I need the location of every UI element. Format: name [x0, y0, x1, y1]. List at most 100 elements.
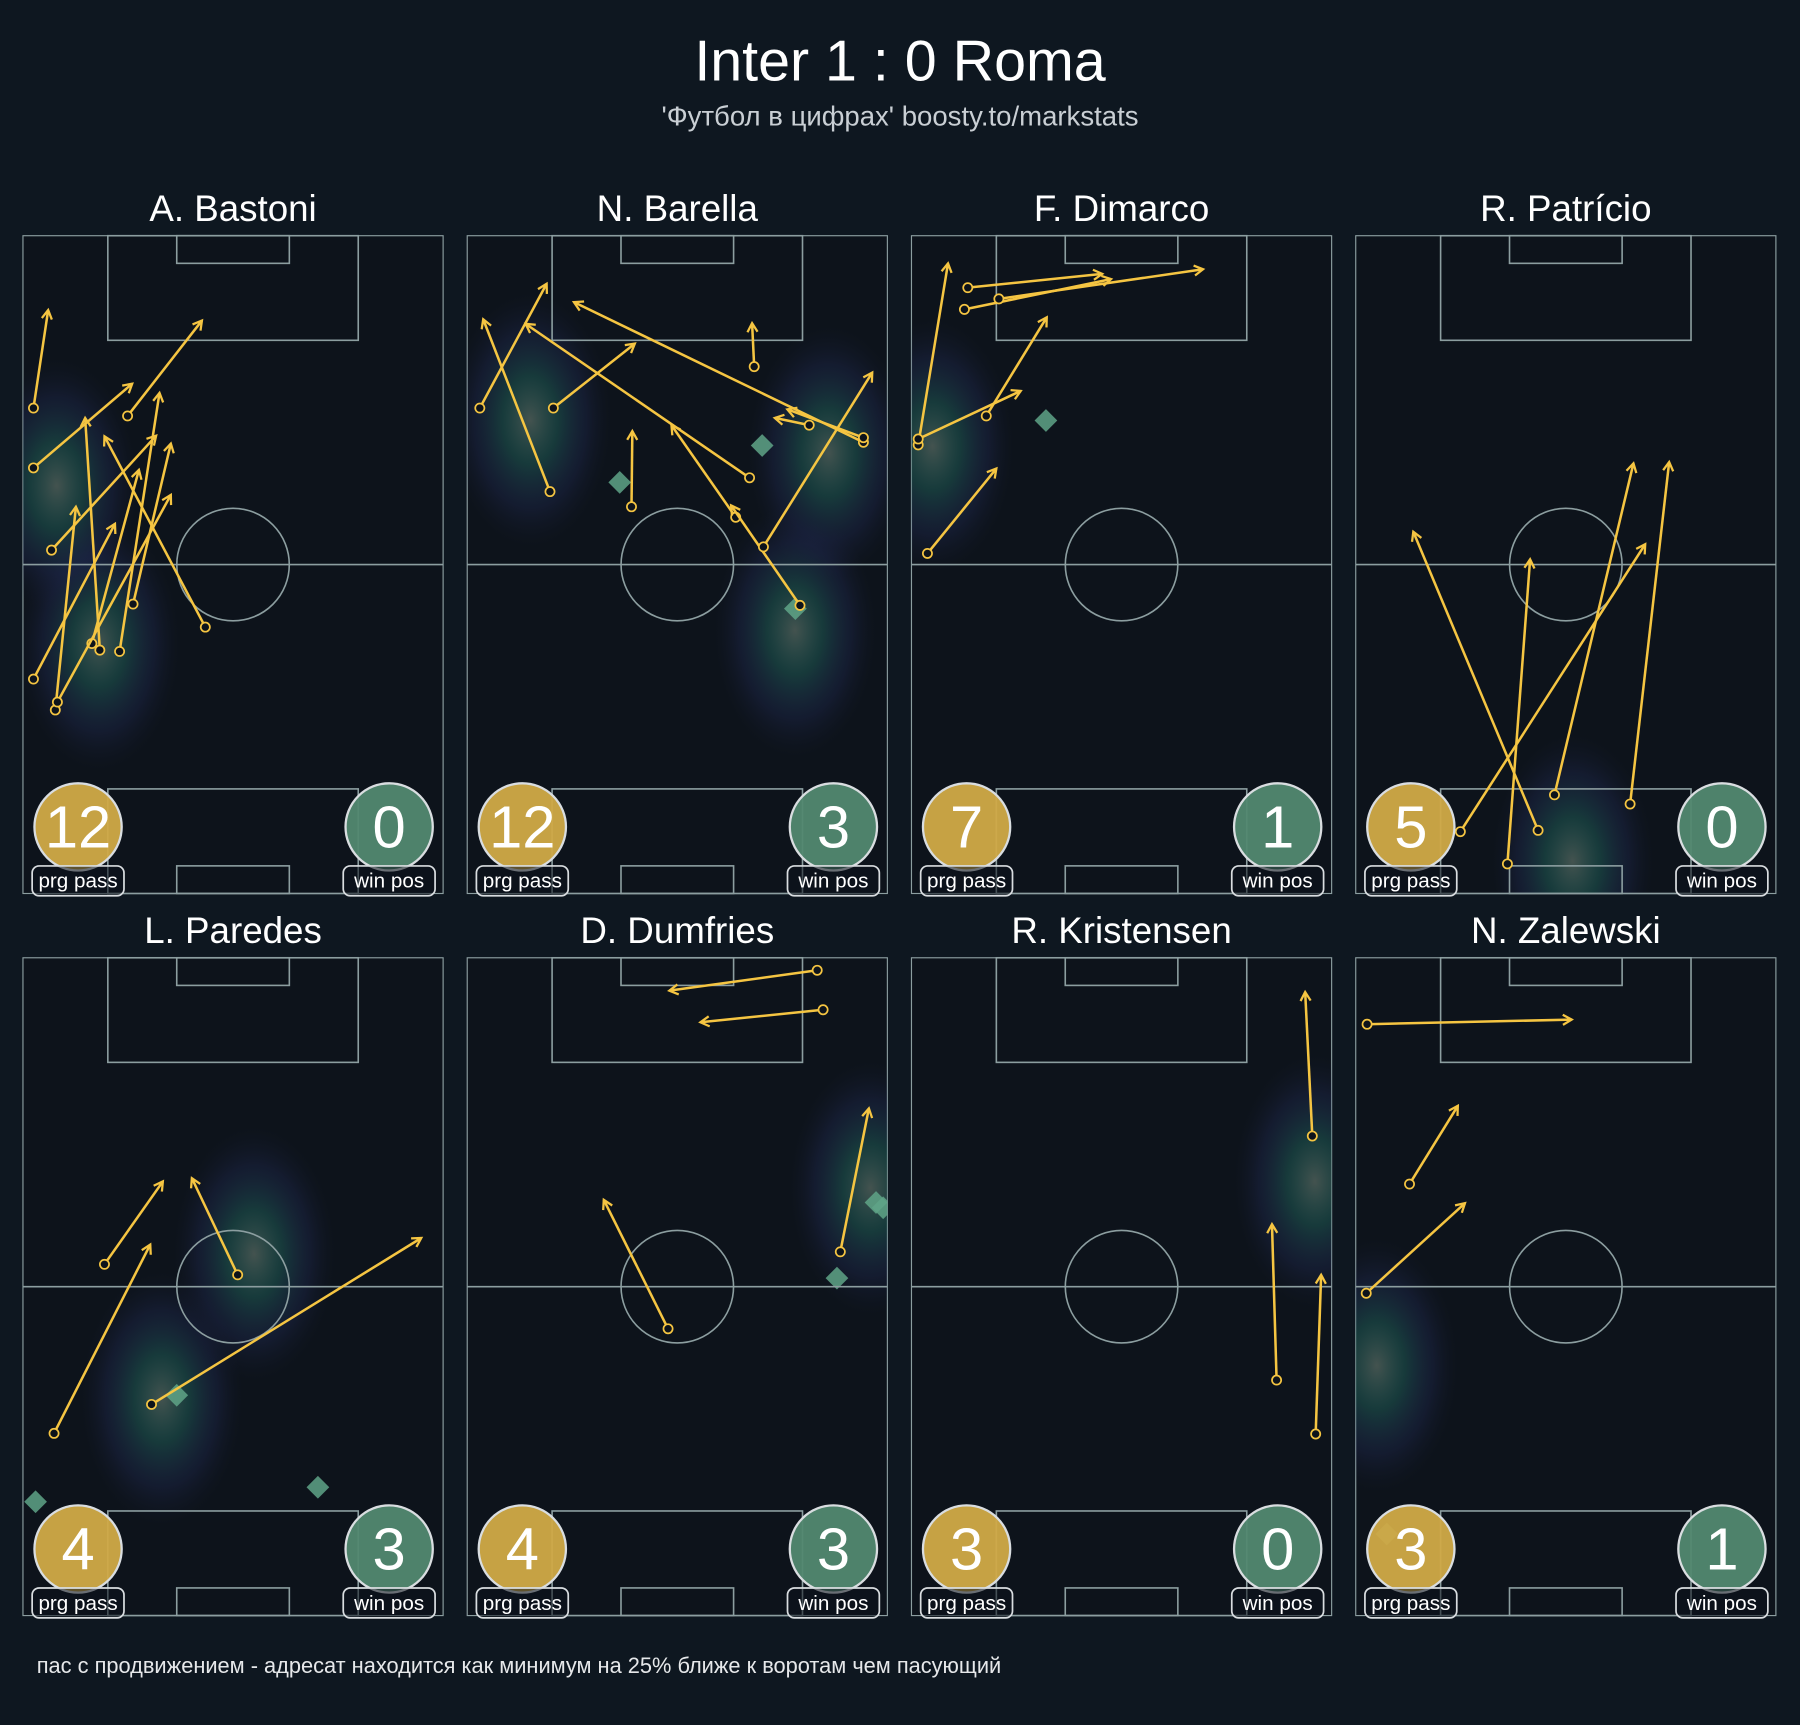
progressive-pass-arrow — [917, 388, 1023, 441]
win-pos-count: 0 — [1705, 794, 1738, 861]
pass-origin-marker — [232, 1269, 244, 1281]
prg-pass-badge: 4 prg pass — [31, 1504, 125, 1619]
progressive-pass-arrow — [926, 466, 998, 555]
pass-origin-marker — [28, 462, 39, 474]
pass-origin-marker — [1549, 789, 1560, 801]
pass-origin-marker — [51, 696, 63, 708]
progressive-pass-arrow — [762, 370, 874, 548]
center-circle — [175, 1229, 291, 1344]
player-panel: D. Dumfries 4 prg pass 3 win pos — [466, 910, 888, 1619]
badge-label-box — [1230, 865, 1325, 897]
prg-pass-badge: 3 prg pass — [919, 1504, 1014, 1619]
pass-origin-marker — [48, 1427, 60, 1439]
six-yard-box-top — [175, 234, 291, 265]
heat-zone — [1234, 1055, 1332, 1308]
progressive-pass-arrow — [480, 317, 552, 493]
six-yard-box-top — [620, 234, 735, 265]
progressive-pass-arrow — [1459, 542, 1647, 833]
progressive-pass-arrow — [839, 1106, 874, 1253]
pass-origin-marker — [1310, 1428, 1322, 1440]
progressive-pass-arrow — [52, 1242, 152, 1434]
pass-origin-marker — [1501, 858, 1513, 870]
progressive-pass-arrow — [1506, 557, 1536, 864]
player-name: A. Bastoni — [149, 188, 316, 229]
progressive-pass-arrow — [698, 1008, 824, 1028]
progressive-pass-arrow — [103, 1179, 165, 1266]
progressive-pass-arrow — [1367, 1013, 1574, 1026]
player-name: L. Paredes — [144, 910, 322, 951]
badge-label-box — [342, 1587, 436, 1619]
pass-origin-marker — [1454, 826, 1466, 838]
winning-possession-marker — [608, 471, 632, 494]
progressive-pass-arrow — [1410, 529, 1540, 831]
prg-pass-count: 12 — [489, 794, 555, 861]
prg-pass-label: prg pass — [483, 1592, 562, 1615]
pass-origin-marker — [28, 673, 39, 685]
player-panel: N. Zalewski 3 prg pass 1 win pos — [1355, 910, 1777, 1619]
winning-possession-marker — [306, 1475, 330, 1499]
prg-pass-label: prg pass — [38, 870, 117, 893]
win-pos-count: 3 — [817, 794, 850, 861]
pass-origin-marker — [962, 282, 974, 294]
six-yard-box-top — [1508, 956, 1623, 987]
pass-origin-marker — [757, 541, 769, 553]
center-circle — [620, 507, 735, 622]
progressive-pass-arrow — [32, 521, 117, 680]
pass-origin-marker — [811, 964, 823, 976]
pass-origin-marker — [857, 432, 869, 444]
six-yard-box-bottom — [175, 865, 291, 895]
six-yard-box-top — [1064, 956, 1179, 987]
progressive-pass-arrow — [916, 261, 953, 446]
badge-label-box — [31, 1587, 125, 1619]
six-yard-box-bottom — [620, 865, 735, 895]
prg-pass-label: prg pass — [38, 1592, 117, 1615]
win-pos-badge: 1 win pos — [1675, 1504, 1769, 1619]
pass-origin-marker — [921, 547, 933, 559]
winning-possession-marker — [825, 1266, 849, 1290]
progressive-pass-arrow — [772, 413, 810, 427]
progressive-pass-arrow — [1314, 1272, 1327, 1435]
prg-pass-label: prg pass — [483, 870, 562, 893]
heat-zone — [1492, 735, 1653, 894]
win-pos-label: win pos — [797, 1592, 868, 1615]
pass-origin-marker — [1532, 824, 1544, 836]
badge-label-box — [475, 865, 570, 897]
center-circle — [620, 1229, 735, 1344]
progressive-pass-arrow — [79, 415, 102, 651]
pass-origin-marker — [1624, 798, 1636, 810]
winning-possession-marker — [750, 434, 774, 457]
heat-zone — [714, 504, 876, 757]
six-yard-box-bottom — [175, 1587, 291, 1617]
win-pos-label: win pos — [1242, 1592, 1313, 1615]
progressive-pass-arrow — [746, 320, 759, 367]
win-pos-count: 0 — [1261, 1516, 1294, 1583]
pass-origin-marker — [544, 486, 556, 498]
prg-pass-count: 4 — [61, 1516, 94, 1583]
win-pos-count: 1 — [1261, 794, 1294, 861]
player-name: N. Zalewski — [1471, 910, 1661, 951]
touch-heatmap — [1492, 735, 1653, 894]
pass-origin-marker — [794, 599, 806, 611]
win-pos-label: win pos — [1686, 1592, 1757, 1615]
pass-origin-marker — [28, 402, 39, 414]
pass-origin-marker — [834, 1246, 846, 1258]
pass-origin-marker — [146, 1398, 157, 1410]
progressive-pass-arrow — [54, 504, 82, 711]
badge-label-box — [1364, 1587, 1458, 1619]
center-circle — [1508, 1229, 1623, 1344]
progressive-pass-arrow — [1299, 989, 1314, 1137]
six-yard-box-bottom — [620, 1587, 735, 1617]
prg-pass-badge: 4 prg pass — [475, 1504, 570, 1619]
pass-origin-marker — [46, 544, 57, 556]
badge-label-box — [1230, 1587, 1325, 1619]
progressive-pass-arrow — [667, 969, 818, 996]
heat-zone — [1355, 1239, 1458, 1492]
six-yard-box-bottom — [1508, 865, 1623, 895]
progressive-pass-arrow — [523, 322, 751, 479]
badge-label-box — [31, 865, 125, 897]
heat-zone — [790, 1061, 888, 1315]
badge-label-box — [342, 865, 436, 897]
win-pos-badge: 3 win pos — [786, 782, 881, 897]
progressive-pass-arrow — [985, 315, 1048, 417]
